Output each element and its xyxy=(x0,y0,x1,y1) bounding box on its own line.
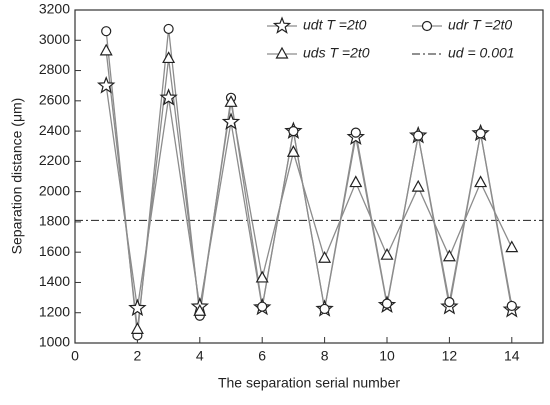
point-marker xyxy=(444,297,455,308)
point-marker xyxy=(275,46,289,59)
point-marker xyxy=(318,250,332,263)
y-tick-label: 2400 xyxy=(39,122,70,138)
point-marker xyxy=(99,43,113,56)
series-line xyxy=(105,28,513,336)
point-marker xyxy=(288,125,299,137)
point-marker xyxy=(474,175,488,188)
point-marker xyxy=(350,127,361,138)
point-marker xyxy=(163,23,174,35)
point-marker xyxy=(101,26,112,37)
y-axis-title: Separation distance (μm) xyxy=(9,98,25,255)
y-tick-label: 2200 xyxy=(39,152,70,168)
point-marker xyxy=(130,322,144,334)
point-marker xyxy=(413,130,424,141)
point-marker xyxy=(96,76,116,94)
point-marker xyxy=(286,145,300,157)
y-tick-label: 3200 xyxy=(39,1,70,17)
point-marker xyxy=(272,16,292,34)
point-marker xyxy=(506,300,517,312)
y-tick-label: 1400 xyxy=(39,273,70,289)
y-tick-label: 1000 xyxy=(39,334,70,350)
point-marker xyxy=(349,175,363,188)
point-marker xyxy=(257,301,268,312)
y-tick-label: 3000 xyxy=(39,31,70,47)
x-axis-title: The separation serial number xyxy=(218,375,400,391)
point-marker xyxy=(224,95,238,107)
y-tick-label: 1600 xyxy=(39,243,70,259)
y-tick-label: 1200 xyxy=(39,303,70,319)
series-line xyxy=(105,50,513,330)
x-tick-label: 2 xyxy=(134,348,142,364)
point-marker xyxy=(411,179,425,192)
legend-label: udt T =2t0 xyxy=(303,17,367,33)
plot-frame xyxy=(74,9,544,344)
legend-label: udr T =2t0 xyxy=(448,17,512,33)
y-tick-label: 2000 xyxy=(39,182,70,198)
y-tick-label: 2800 xyxy=(39,61,70,77)
point-marker xyxy=(159,88,178,106)
point-marker xyxy=(421,20,433,32)
point-marker xyxy=(319,303,330,315)
point-marker xyxy=(381,298,393,309)
point-marker xyxy=(380,247,394,260)
y-tick-label: 1800 xyxy=(39,213,70,229)
series-line xyxy=(105,85,513,310)
point-marker xyxy=(162,51,176,64)
x-tick-label: 4 xyxy=(196,348,204,364)
point-marker xyxy=(475,128,486,139)
legend-label: uds T =2t0 xyxy=(303,45,370,61)
point-marker xyxy=(128,298,147,317)
x-tick-label: 6 xyxy=(258,348,266,364)
x-tick-label: 8 xyxy=(321,348,329,364)
point-marker xyxy=(442,249,456,262)
x-tick-label: 10 xyxy=(379,348,395,364)
y-tick-label: 2600 xyxy=(39,92,70,108)
point-marker xyxy=(193,303,207,316)
point-marker xyxy=(255,270,269,283)
x-tick-label: 14 xyxy=(504,348,520,364)
point-marker xyxy=(505,240,519,253)
x-tick-label: 12 xyxy=(442,348,458,364)
point-marker xyxy=(221,112,241,130)
legend-label: ud = 0.001 xyxy=(448,45,515,61)
x-tick-label: 0 xyxy=(71,348,79,364)
